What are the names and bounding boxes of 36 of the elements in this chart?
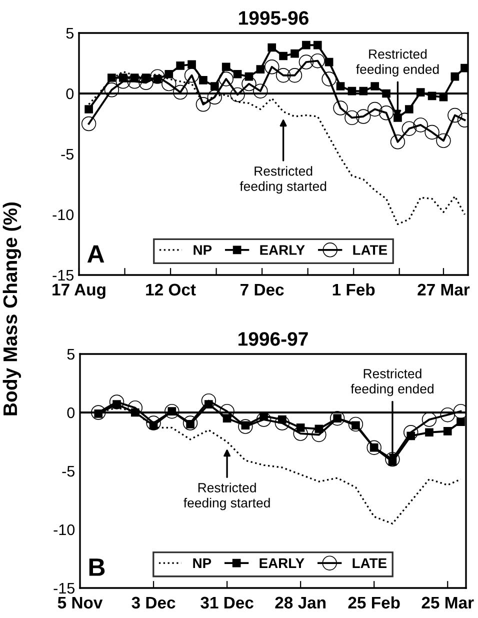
x-tick-label: 3 Dec <box>132 596 176 609</box>
x-tick-label: 12 Oct <box>146 284 196 296</box>
x-tick-label: 25 Mar <box>422 596 474 609</box>
x-tick-label: 7 Dec <box>240 284 284 296</box>
legend-label: NP <box>193 558 212 568</box>
legend-label: NP <box>194 245 212 255</box>
y-tick-label: 5 <box>67 349 74 360</box>
legend-label: LATE <box>352 558 387 568</box>
y-tick-label: -5 <box>62 466 74 477</box>
legend-label: EARLY <box>260 245 305 255</box>
x-tick-label: 27 Mar <box>418 284 470 296</box>
legend-label: EARLY <box>260 558 304 568</box>
chart-title: 1995-96 <box>239 11 308 25</box>
y-tick-label: 0 <box>66 88 74 100</box>
x-tick-label: 31 Dec <box>200 596 254 609</box>
y-tick-label: -5 <box>61 149 74 160</box>
y-tick-label: 5 <box>66 28 74 39</box>
legend-label: LATE <box>353 245 388 255</box>
annotation: Restricted feeding ended <box>350 368 434 396</box>
x-tick-label: 28 Jan <box>275 596 326 609</box>
annotation: B <box>89 558 105 576</box>
x-tick-label: 25 Feb <box>348 596 400 609</box>
x-tick-label: 5 Nov <box>58 596 103 609</box>
x-tick-label: 17 Aug <box>52 284 106 299</box>
annotation: Restricted feeding started <box>240 166 326 194</box>
y-tick-label: -15 <box>52 270 74 281</box>
y-tick-label: 0 <box>67 407 75 418</box>
y-tick-label: -15 <box>54 583 74 594</box>
annotation: Restricted feeding started <box>184 482 270 510</box>
x-tick-label: 1 Feb <box>332 283 375 296</box>
y-axis-title: Body Mass Change (%) <box>2 202 22 416</box>
chart-title: 1996-97 <box>238 332 308 346</box>
annotation: Restricted feeding ended <box>356 49 439 77</box>
y-tick-label: -10 <box>54 524 75 536</box>
y-tick-label: -10 <box>52 209 74 220</box>
annotation: A <box>87 245 104 263</box>
